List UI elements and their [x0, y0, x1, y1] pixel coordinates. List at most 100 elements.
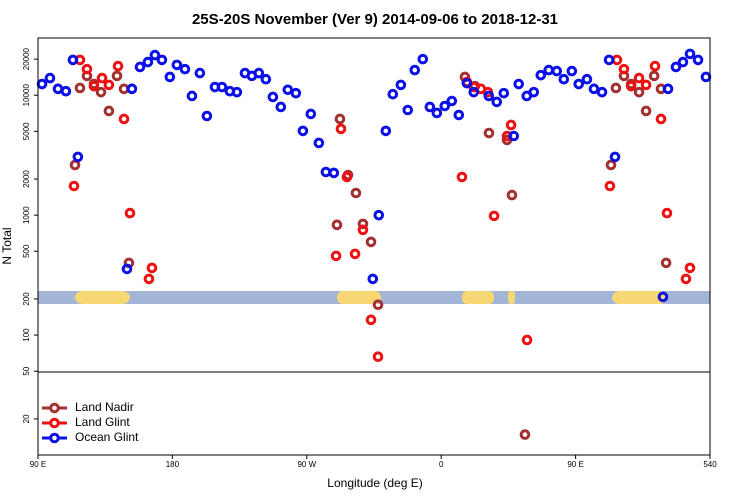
point: [648, 70, 660, 82]
point: [528, 86, 540, 98]
point: [290, 87, 302, 99]
point: [670, 61, 682, 73]
y-tick-label: 200: [22, 292, 31, 306]
point: [164, 71, 176, 83]
point: [684, 262, 696, 274]
point: [439, 100, 451, 112]
point: [60, 85, 72, 97]
point: [640, 79, 652, 91]
x-tick-label: 0: [439, 460, 444, 469]
point: [146, 262, 158, 274]
point: [417, 53, 429, 65]
legend-label: Ocean Glint: [75, 430, 139, 444]
point: [216, 81, 228, 93]
point: [372, 299, 384, 311]
point: [596, 86, 608, 98]
point: [81, 63, 93, 75]
point: [297, 125, 309, 137]
y-tick-label: 500: [22, 244, 31, 258]
point: [118, 113, 130, 125]
point: [610, 82, 622, 94]
point: [633, 86, 645, 98]
x-tick-label: 90 E: [567, 460, 583, 469]
point: [350, 187, 362, 199]
surface-strip: [38, 291, 710, 304]
point: [171, 59, 183, 71]
point: [604, 180, 616, 192]
point: [267, 91, 279, 103]
x-tick-label: 90 W: [297, 460, 316, 469]
point: [335, 123, 347, 135]
point: [395, 79, 407, 91]
point: [111, 70, 123, 82]
point: [655, 113, 667, 125]
land-strip: [612, 291, 667, 304]
land-strip: [508, 291, 515, 304]
point: [657, 291, 669, 303]
point: [365, 314, 377, 326]
point: [535, 69, 547, 81]
point: [573, 78, 585, 90]
point: [409, 64, 421, 76]
point: [121, 263, 133, 275]
point: [373, 209, 385, 221]
point: [661, 207, 673, 219]
point: [349, 248, 361, 260]
point: [179, 63, 191, 75]
point: [633, 72, 645, 84]
point: [684, 48, 696, 60]
point: [331, 219, 343, 231]
point: [103, 105, 115, 117]
point: [334, 113, 346, 125]
point: [506, 189, 518, 201]
point: [357, 224, 369, 236]
point: [305, 108, 317, 120]
point: [468, 86, 480, 98]
point: [387, 88, 399, 100]
y-tick-label: 20000: [22, 47, 31, 70]
point: [44, 72, 56, 84]
point: [88, 80, 100, 92]
point: [143, 273, 155, 285]
point: [640, 105, 652, 117]
point: [625, 80, 637, 92]
point: [357, 218, 369, 230]
marks: [36, 48, 712, 440]
point: [519, 429, 531, 440]
point: [68, 180, 80, 192]
point: [380, 125, 392, 137]
point: [453, 109, 465, 121]
plot-frame: [37, 37, 711, 456]
legend-marker: [49, 432, 60, 444]
point: [103, 79, 115, 91]
point: [692, 54, 704, 66]
point: [149, 49, 161, 61]
point: [588, 83, 600, 95]
point: [618, 63, 630, 75]
x-tick-label: 90 E: [30, 460, 46, 469]
point: [498, 87, 510, 99]
point: [134, 61, 146, 73]
point: [124, 207, 136, 219]
point: [282, 84, 294, 96]
point: [74, 82, 86, 94]
land-strip: [75, 291, 130, 304]
point: [491, 96, 503, 108]
point: [142, 56, 154, 68]
point: [677, 56, 689, 68]
land-strip: [337, 291, 381, 304]
point: [313, 137, 325, 149]
y-tick-label: 1000: [22, 206, 31, 224]
point: [156, 54, 168, 66]
legend-label: Land Glint: [75, 415, 130, 429]
land-strip: [462, 291, 494, 304]
point: [67, 54, 79, 66]
point: [424, 101, 436, 113]
point: [513, 78, 525, 90]
point: [328, 167, 340, 179]
point: [558, 73, 570, 85]
point: [680, 273, 692, 285]
point: [662, 83, 674, 95]
